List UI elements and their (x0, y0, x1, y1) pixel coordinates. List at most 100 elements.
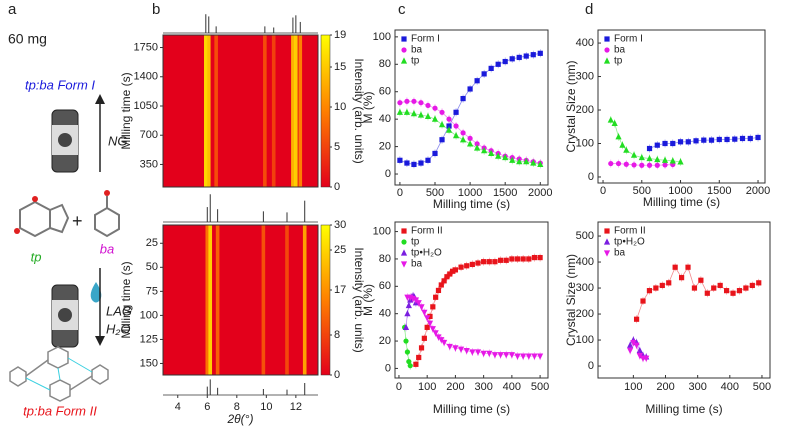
y-tick-label: 100 (576, 137, 594, 149)
x-tick-label: 0 (600, 185, 606, 197)
data-point (446, 116, 452, 122)
data-point (732, 136, 738, 142)
data-point (615, 160, 622, 167)
legend-label: tp•H₂O (614, 237, 645, 248)
data-point (404, 349, 411, 355)
y-tick-label: 80 (379, 58, 391, 70)
h-bonds (25, 357, 93, 391)
data-point (411, 161, 417, 168)
colorbar (320, 224, 331, 376)
data-point (481, 259, 487, 265)
legend-marker (603, 57, 611, 64)
data-point (474, 78, 480, 84)
legend-marker (603, 238, 611, 245)
data-point (405, 301, 412, 309)
data-point (424, 112, 432, 120)
y-tick-label: 40 (379, 113, 391, 125)
plus: + (72, 211, 83, 231)
y-tick-label: 500 (576, 230, 594, 242)
plot-frame (394, 29, 549, 186)
colorbar-tick-label: 5 (334, 141, 340, 153)
data-point (491, 352, 499, 359)
data-point (537, 254, 543, 261)
legend-marker (401, 36, 407, 42)
legend-marker (401, 47, 407, 53)
data-point (708, 137, 715, 143)
legend-label: Form I (411, 34, 440, 45)
data-point (661, 156, 669, 163)
x-axis-label: Milling time (s) (645, 402, 722, 416)
y-tick-label: 0 (588, 360, 594, 372)
legend-marker (400, 57, 408, 64)
data-point (503, 257, 509, 263)
data-point (662, 162, 668, 168)
data-point (486, 350, 493, 357)
water-label: H₂O (106, 321, 130, 336)
data-point (669, 157, 676, 164)
y-tick-label: 300 (576, 70, 594, 82)
legend-label: ba (411, 45, 423, 56)
data-point (747, 135, 753, 142)
data-point (432, 150, 438, 157)
colorbar-tick-label: 17 (334, 284, 346, 296)
panel-label: c (398, 1, 406, 18)
data-point (677, 158, 684, 165)
data-point (704, 290, 710, 296)
ball (58, 133, 72, 147)
data-point (523, 158, 530, 165)
data-point (453, 123, 459, 129)
legend-label: tp (411, 56, 420, 67)
y-tick-label: 350 (140, 158, 158, 170)
data-point (677, 139, 684, 145)
data-point (481, 71, 487, 77)
y-tick-label: 40 (379, 308, 391, 320)
data-point (441, 339, 448, 347)
colorbar-tick-label: 15 (334, 61, 346, 73)
y-tick-label: 700 (140, 129, 158, 141)
data-point (623, 161, 629, 167)
data-point (717, 282, 723, 289)
y-tick-label: 150 (140, 357, 158, 369)
data-point (531, 254, 538, 261)
data-point (438, 282, 444, 288)
x-tick-label: 10 (260, 401, 272, 413)
form2-label: tp:ba Form II (23, 403, 97, 418)
y-tick-label: 80 (379, 253, 391, 265)
data-point (520, 353, 527, 360)
x-tick-label: 100 (624, 381, 642, 393)
colorbar-label: Intensity (arb. units) (352, 247, 366, 352)
data-point (418, 304, 425, 311)
legend-label: ba (614, 45, 626, 56)
droplet (90, 282, 102, 303)
y-tick-label: 100 (373, 31, 391, 43)
data-point (509, 156, 516, 163)
y-tick-label: 20 (379, 140, 391, 152)
ng-label: NG (108, 133, 128, 148)
data-point (530, 159, 537, 166)
x-tick-label: 0 (396, 381, 402, 393)
data-point (514, 353, 521, 360)
data-point (636, 353, 643, 360)
molecule (49, 203, 70, 234)
data-point (646, 288, 653, 294)
data-point (537, 50, 543, 56)
heatmap-stripe (271, 35, 276, 187)
data-point (413, 361, 419, 367)
data-point (474, 141, 480, 147)
data-point (466, 140, 474, 147)
y-tick-label: 200 (576, 104, 594, 116)
data-point (623, 146, 630, 153)
colorbar-tick-label: 10 (334, 101, 346, 113)
data-point (460, 95, 466, 102)
data-point (424, 315, 431, 322)
x-tick-label: 500 (531, 381, 549, 393)
heatmap-stripe (302, 225, 307, 375)
data-point (495, 61, 501, 67)
y-tick-label: 20 (379, 335, 391, 347)
data-point (404, 310, 411, 317)
y-tick-label: 400 (576, 37, 594, 49)
data-point (407, 363, 413, 369)
data-point (630, 151, 638, 158)
x-tick-label: 100 (418, 381, 436, 393)
data-point (469, 261, 475, 268)
